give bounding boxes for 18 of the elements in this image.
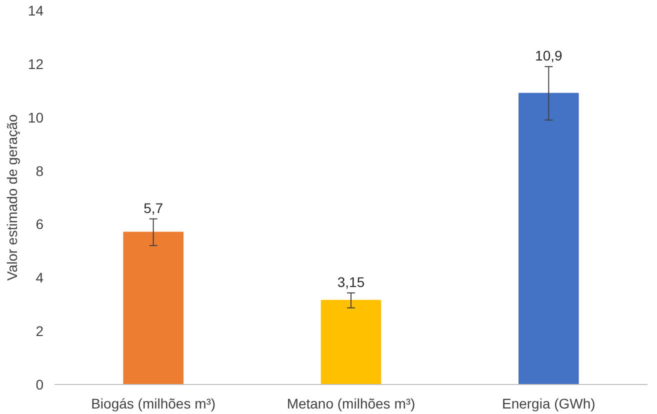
bar	[518, 92, 579, 384]
data-label: 10,9	[535, 48, 563, 64]
y-tick-label: 12	[28, 56, 44, 72]
y-tick-label: 14	[28, 2, 44, 18]
bar	[320, 300, 382, 384]
y-tick-label: 0	[36, 376, 44, 392]
bar	[123, 232, 184, 384]
y-tick-label: 6	[36, 216, 44, 232]
y-tick-label: 2	[36, 323, 44, 340]
x-tick-label: Biogás (milhões m³)	[91, 396, 216, 412]
x-tick-label: Energia (GWh)	[502, 396, 596, 412]
y-tick-label: 4	[36, 270, 44, 286]
data-label: 3,15	[337, 274, 365, 290]
x-tick-label: Metano (milhões m³)	[286, 396, 416, 412]
y-tick-label: 8	[36, 162, 44, 179]
y-tick-label: 10	[28, 109, 44, 126]
data-label: 5,7	[144, 200, 164, 216]
y-axis-title: Valor estimado de geração	[4, 114, 20, 281]
